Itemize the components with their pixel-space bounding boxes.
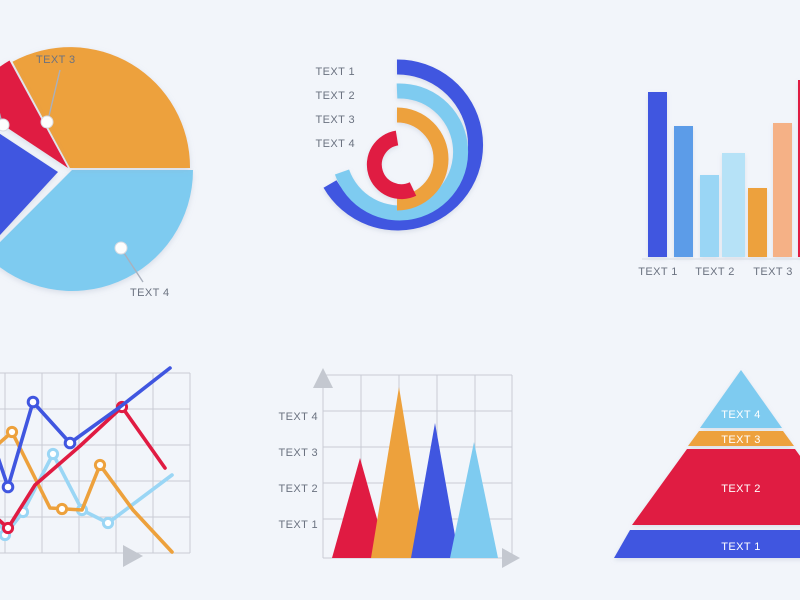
- line-series-2[interactable]: [0, 425, 174, 554]
- column-bar-chart[interactable]: TEXT 1 TEXT 2 TEXT 3 TEXT 4: [630, 70, 800, 290]
- pyramid-label-text-3: TEXT 3: [721, 434, 761, 446]
- pyramid-label-text-1: TEXT 1: [721, 541, 761, 553]
- bar-tick-labels: TEXT 1 TEXT 2 TEXT 3 TEXT 4: [638, 266, 793, 278]
- radial-ring-text-2[interactable]: [334, 83, 469, 221]
- line-series-1[interactable]: [0, 366, 172, 494]
- pyramid-level-text-1[interactable]: [614, 530, 800, 558]
- pie-callout-label-text-3: TEXT 3: [36, 54, 76, 66]
- mountain-peak-text-3[interactable]: [411, 423, 459, 558]
- pie-slice-text-2[interactable]: [0, 60, 68, 169]
- radial-legend-label-text-4: TEXT 4: [316, 138, 356, 150]
- pyramid-level-text-3[interactable]: [688, 431, 794, 446]
- mountain-peak-text-4[interactable]: [450, 442, 498, 558]
- mountain-peaks-chart[interactable]: TEXT 1 TEXT 2 TEXT 3 TEXT 4: [270, 365, 520, 570]
- radial-legend: TEXT 1 TEXT 2 TEXT 3 TEXT 4: [316, 66, 356, 150]
- mountain-y-tick-label-4: TEXT 4: [279, 411, 319, 423]
- radial-ring-text-3[interactable]: [396, 107, 449, 211]
- bar-4[interactable]: [722, 153, 745, 257]
- bar-tick-label-3: TEXT 3: [753, 266, 793, 278]
- pyramid-label-text-2: TEXT 2: [721, 483, 761, 495]
- multi-series-line-chart[interactable]: [0, 360, 210, 575]
- radial-ring-text-4[interactable]: [366, 130, 417, 200]
- exploded-pie-chart[interactable]: TEXT 2 TEXT 3 TEXT 4: [0, 20, 200, 300]
- pie-slice-text-4[interactable]: [0, 170, 193, 291]
- radial-legend-label-text-2: TEXT 2: [316, 90, 356, 102]
- radial-legend-label-text-3: TEXT 3: [316, 114, 356, 126]
- mountain-chart-x-axis-arrow: [502, 548, 520, 568]
- mountain-chart-y-axis-arrow: [313, 368, 333, 388]
- mountain-y-tick-label-1: TEXT 1: [279, 519, 319, 531]
- bar-2[interactable]: [674, 126, 693, 257]
- bar-3[interactable]: [700, 175, 719, 257]
- bar-6[interactable]: [773, 123, 792, 257]
- mountain-y-tick-label-3: TEXT 3: [279, 447, 319, 459]
- line-chart-grid: [0, 372, 191, 554]
- pyramid-label-text-4: TEXT 4: [721, 409, 761, 421]
- pie-callout-text-4: TEXT 4: [114, 241, 170, 299]
- mountain-peak-text-1[interactable]: [332, 458, 388, 558]
- pie-callout-text-3: TEXT 3: [36, 54, 76, 129]
- pyramid-level-text-2[interactable]: [632, 449, 800, 525]
- pie-slice-text-1[interactable]: [0, 107, 58, 260]
- radial-progress-chart[interactable]: TEXT 1 TEXT 2 TEXT 3 TEXT 4: [300, 50, 530, 300]
- mountain-y-tick-label-2: TEXT 2: [279, 483, 319, 495]
- line-chart-x-axis-arrow: [123, 545, 143, 567]
- mountain-y-tick-labels: TEXT 1 TEXT 2 TEXT 3 TEXT 4: [279, 411, 319, 531]
- bar-tick-label-2: TEXT 2: [695, 266, 735, 278]
- radial-legend-label-text-1: TEXT 1: [316, 66, 356, 78]
- mountain-peak-text-2[interactable]: [371, 387, 427, 558]
- pie-callout-text-2: TEXT 2: [0, 112, 10, 132]
- pyramid-level-text-4[interactable]: [700, 370, 782, 428]
- pie-callout-label-text-4: TEXT 4: [130, 287, 170, 299]
- bar-7[interactable]: [798, 80, 800, 257]
- pyramid-hierarchy-chart[interactable]: TEXT 4 TEXT 3 TEXT 2 TEXT 1: [614, 370, 800, 570]
- bar-tick-label-1: TEXT 1: [638, 266, 678, 278]
- pie-slice-text-3[interactable]: [12, 47, 191, 168]
- radial-ring-text-1[interactable]: [323, 59, 484, 231]
- bar-1[interactable]: [648, 92, 667, 257]
- bar-5[interactable]: [748, 188, 767, 257]
